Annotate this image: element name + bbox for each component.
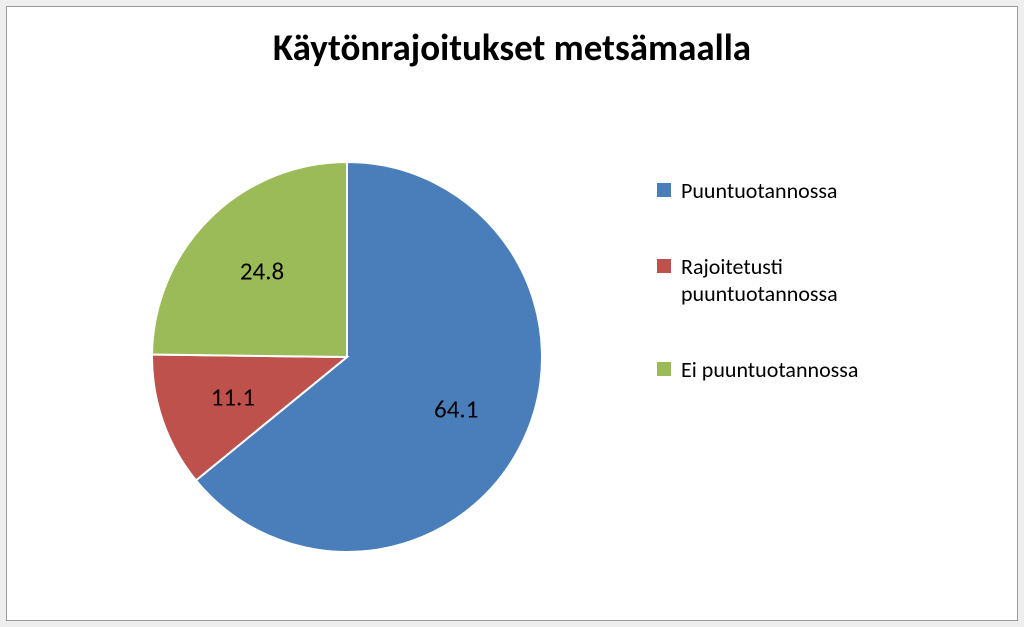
legend-swatch: [657, 362, 671, 376]
legend-swatch: [657, 259, 671, 273]
pie-chart-area: 64.1 11.1 24.8: [67, 117, 627, 597]
legend-label: Rajoitetustipuuntuotannossa: [681, 253, 838, 308]
chart-title: Käytönrajoitukset metsämaalla: [7, 7, 1017, 70]
pie-svg: [67, 117, 627, 597]
pie-data-label: 64.1: [434, 393, 478, 424]
legend-item: Puuntuotannossa: [657, 177, 957, 205]
legend-label: Ei puuntuotannossa: [681, 356, 858, 384]
chart-outer: Käytönrajoitukset metsämaalla 64.1 11.1 24…: [0, 0, 1024, 627]
legend: Puuntuotannossa Rajoitetustipuuntuotannos…: [657, 177, 957, 431]
legend-item: Ei puuntuotannossa: [657, 356, 957, 384]
legend-swatch: [657, 183, 671, 197]
legend-item: Rajoitetustipuuntuotannossa: [657, 253, 957, 308]
pie-data-label: 11.1: [211, 381, 255, 412]
legend-label: Puuntuotannossa: [681, 177, 837, 205]
chart-panel: Käytönrajoitukset metsämaalla 64.1 11.1 24…: [6, 6, 1018, 621]
pie-data-label: 24.8: [240, 255, 284, 286]
